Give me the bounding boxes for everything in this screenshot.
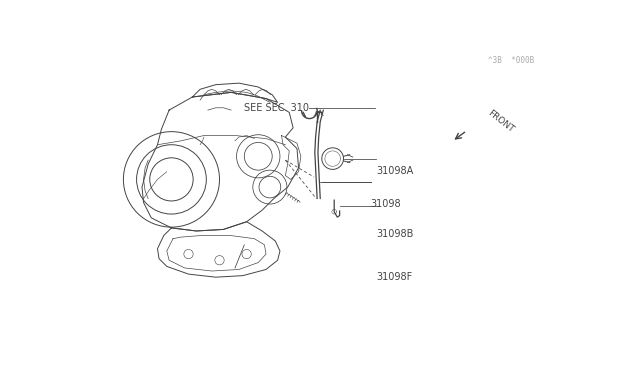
Text: 31098F: 31098F xyxy=(376,272,413,282)
Text: SEE SEC. 310: SEE SEC. 310 xyxy=(244,103,308,113)
Text: 31098B: 31098B xyxy=(376,229,414,239)
Text: ^3B  *000B: ^3B *000B xyxy=(488,56,534,65)
Text: 31098: 31098 xyxy=(370,199,401,209)
Text: 31098A: 31098A xyxy=(376,166,414,176)
Text: FRONT: FRONT xyxy=(486,108,515,134)
